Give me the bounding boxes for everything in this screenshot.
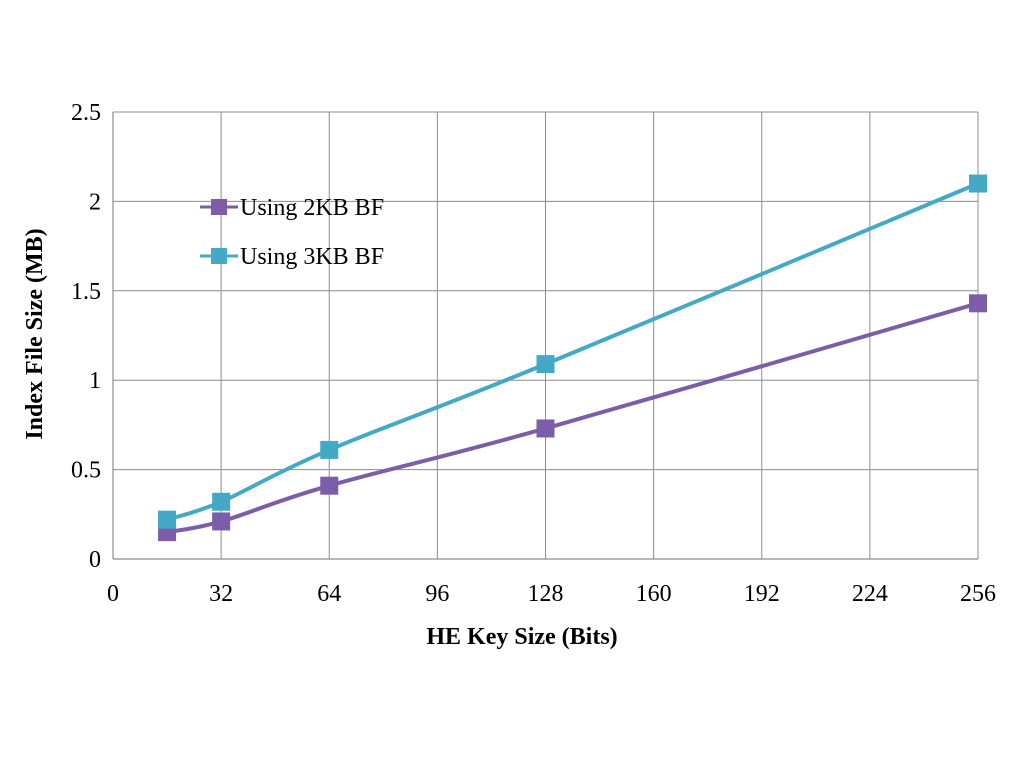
legend: Using 2KB BF Using 3KB BF <box>200 195 384 270</box>
data-point-marker <box>536 419 555 438</box>
x-tick-label: 256 <box>960 581 996 607</box>
y-tick-label: 0.5 <box>71 458 101 484</box>
series-2 <box>158 174 987 529</box>
series <box>158 174 987 542</box>
y-tick-label: 2 <box>89 189 101 215</box>
x-tick-labels: 0 32 64 96 128 160 192 224 256 <box>107 581 996 607</box>
series-1 <box>158 294 987 542</box>
y-tick-labels: 0 0.5 1 1.5 2 2.5 <box>71 100 101 573</box>
data-point-marker <box>969 294 987 313</box>
y-tick-label: 1.5 <box>71 279 101 305</box>
x-tick-label: 160 <box>636 581 672 607</box>
grid <box>113 111 979 559</box>
data-point-marker <box>536 355 555 374</box>
legend-marker-3kb <box>211 248 227 264</box>
x-tick-label: 0 <box>107 581 119 607</box>
x-tick-label: 96 <box>425 581 449 607</box>
x-tick-label: 64 <box>317 581 341 607</box>
data-point-marker <box>320 476 339 495</box>
data-point-marker <box>212 492 231 511</box>
x-tick-label: 128 <box>528 581 564 607</box>
y-tick-label: 0 <box>89 547 101 573</box>
series-line <box>166 301 979 535</box>
data-point-marker <box>969 174 987 193</box>
x-tick-label: 32 <box>209 581 233 607</box>
axes <box>112 112 978 560</box>
legend-item-3kb: Using 3KB BF <box>200 244 384 270</box>
legend-marker-2kb <box>211 199 227 215</box>
x-tick-label: 224 <box>852 581 888 607</box>
legend-item-2kb: Using 2KB BF <box>200 195 384 221</box>
y-axis-title: Index File Size (MB) <box>22 228 48 439</box>
x-tick-label: 192 <box>744 581 780 607</box>
x-axis-title: HE Key Size (Bits) <box>426 624 617 650</box>
data-point-marker <box>158 510 177 529</box>
legend-label-3kb: Using 3KB BF <box>240 244 384 270</box>
legend-label-2kb: Using 2KB BF <box>240 195 384 221</box>
data-point-marker <box>212 512 231 531</box>
y-tick-label: 2.5 <box>71 100 101 126</box>
y-tick-label: 1 <box>89 368 101 394</box>
data-point-marker <box>320 440 339 459</box>
